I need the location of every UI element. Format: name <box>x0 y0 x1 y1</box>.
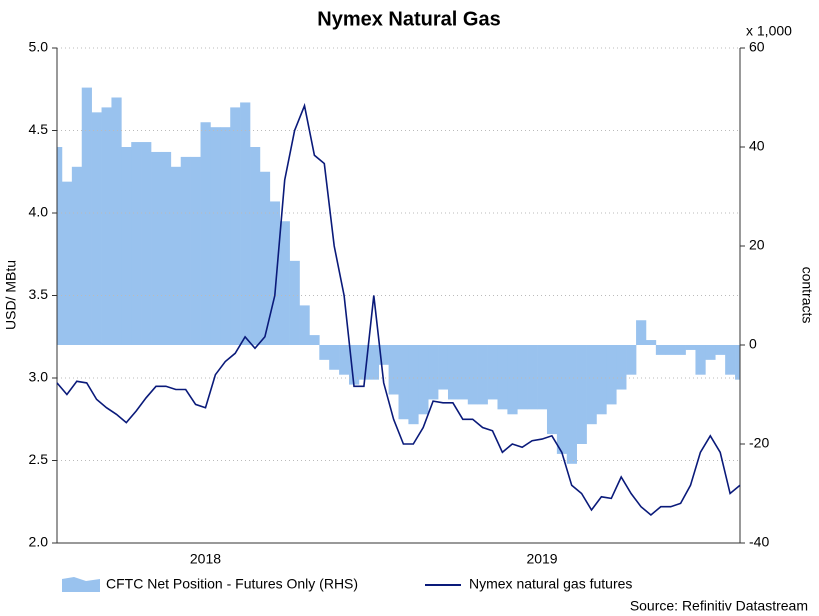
area-step <box>91 112 102 345</box>
y2-tick-label: 0 <box>749 336 757 352</box>
area-step <box>566 345 577 464</box>
area-step <box>447 345 459 400</box>
area-step <box>636 320 647 345</box>
area-step <box>527 345 538 410</box>
area-step <box>418 345 429 415</box>
y2-axis-label: contracts <box>799 267 815 324</box>
area-step <box>576 345 587 444</box>
area-step <box>388 345 399 395</box>
area-step <box>57 147 63 345</box>
area-step <box>230 107 241 346</box>
area-step <box>358 345 370 380</box>
area-step <box>299 305 310 345</box>
area-step <box>428 345 439 400</box>
area-step <box>645 340 657 345</box>
area-step <box>685 345 696 350</box>
area-step <box>190 156 201 345</box>
y-tick-label: 4.0 <box>29 204 49 220</box>
area-step <box>269 201 281 345</box>
y-axis-label: USD/ MBtu <box>3 260 19 330</box>
area-step <box>675 345 686 355</box>
area-step <box>477 345 488 405</box>
area-step <box>368 345 380 380</box>
area-step <box>101 107 112 346</box>
area-step <box>705 345 716 360</box>
y-tick-label: 2.5 <box>29 451 49 467</box>
area-step <box>71 166 83 345</box>
y2-tick-label: -20 <box>749 435 769 451</box>
area-step <box>378 345 389 365</box>
area-step <box>606 345 617 405</box>
area-step <box>537 345 548 410</box>
area-step <box>655 345 667 355</box>
area-step <box>626 345 637 375</box>
area-step <box>715 345 726 355</box>
area-step <box>61 181 73 345</box>
area-step <box>735 345 741 380</box>
chart-title: Nymex Natural Gas <box>317 8 500 30</box>
legend-label: Nymex natural gas futures <box>469 576 632 592</box>
y2-tick-label: 60 <box>749 39 765 55</box>
line <box>56 102 741 517</box>
area-step <box>240 102 251 345</box>
area-step <box>259 171 271 345</box>
area-step <box>160 151 172 345</box>
area-step <box>141 142 152 345</box>
y2-tick-label: -40 <box>749 534 769 550</box>
area-step <box>309 335 320 345</box>
area-step <box>556 345 568 454</box>
area-step <box>329 345 340 370</box>
x-tick-label: 2018 <box>190 551 221 567</box>
y2-tick-label: 20 <box>749 237 765 253</box>
area-step <box>616 345 627 390</box>
area-step <box>250 147 261 345</box>
area-step <box>289 260 300 345</box>
y-tick-label: 3.5 <box>29 286 49 302</box>
x-tick-label: 2019 <box>526 551 557 567</box>
area-step <box>349 345 360 385</box>
legend-label: CFTC Net Position - Futures Only (RHS) <box>106 576 358 592</box>
area-step <box>596 345 607 415</box>
y-tick-label: 2.0 <box>29 534 49 550</box>
area-step <box>438 345 449 390</box>
area-step <box>546 345 558 435</box>
y-tick-label: 4.5 <box>29 121 49 137</box>
area-step <box>517 345 528 410</box>
area-step <box>695 345 706 375</box>
area-step <box>180 156 191 345</box>
y-tick-label: 3.0 <box>29 369 49 385</box>
y2-unit: x 1,000 <box>746 23 792 39</box>
area-step <box>507 345 518 415</box>
area-step <box>131 142 142 345</box>
area-step <box>497 345 508 410</box>
area-step <box>170 166 182 345</box>
area-step <box>81 87 92 345</box>
area-step <box>725 345 736 375</box>
area-step <box>339 345 350 375</box>
area-step <box>111 97 122 345</box>
area-step <box>220 127 231 345</box>
y2-tick-label: 40 <box>749 138 765 154</box>
area-step <box>151 151 162 345</box>
area-step <box>279 221 290 345</box>
area-step <box>210 127 221 345</box>
area-step <box>121 147 132 345</box>
area-step <box>319 345 330 360</box>
area-step <box>408 345 419 425</box>
source: Source: Refinitiv Datastream <box>630 598 808 614</box>
area-step <box>398 345 409 420</box>
area-step <box>457 345 469 400</box>
area-step <box>665 345 676 355</box>
legend-swatch <box>62 577 100 592</box>
area-step <box>487 345 498 400</box>
area-step <box>467 345 478 405</box>
area-step <box>200 122 211 345</box>
y-tick-label: 5.0 <box>29 39 49 55</box>
area-step <box>586 345 597 425</box>
